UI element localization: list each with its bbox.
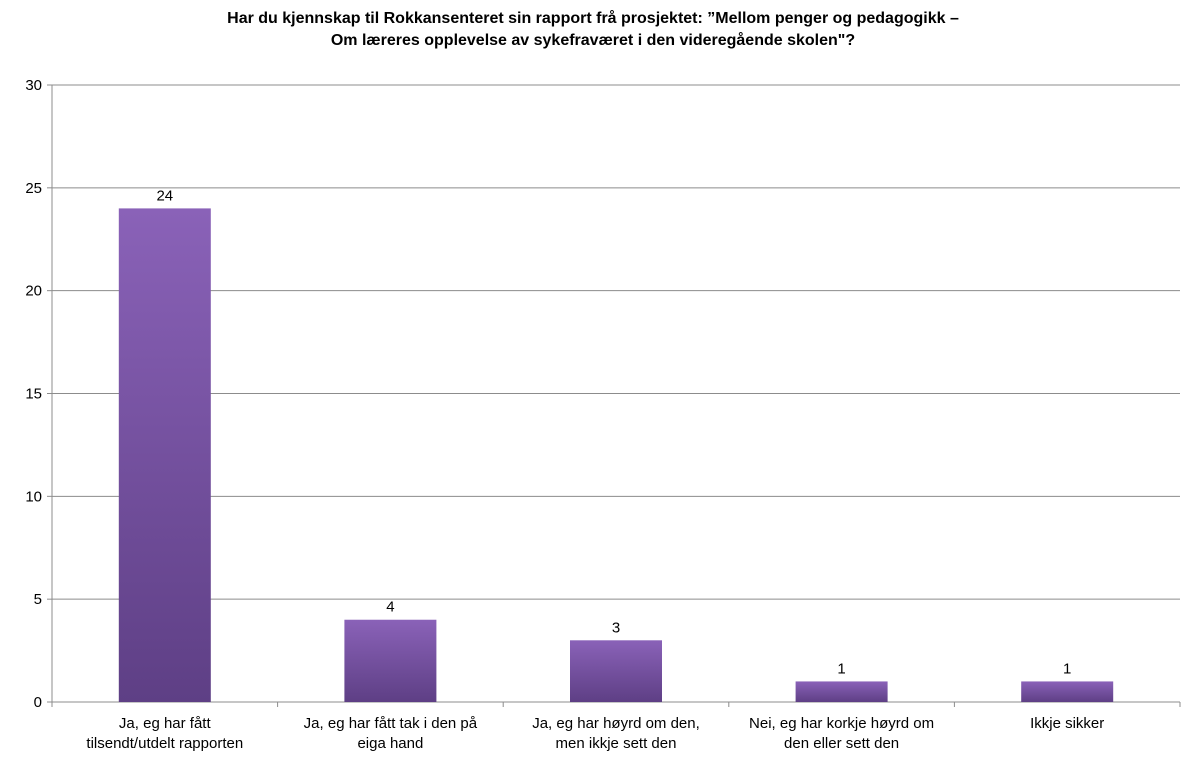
- chart-title: Har du kjennskap til Rokkansenteret sin …: [0, 8, 1186, 52]
- data-label: 4: [386, 599, 394, 616]
- y-tick-label: 25: [25, 180, 42, 197]
- category-label: Ja, eg har fått tak i den på: [304, 715, 478, 732]
- gridlines: [52, 84, 1180, 600]
- category-label: Ja, eg har fått: [119, 715, 212, 732]
- bar: [795, 681, 888, 702]
- y-tick-label: 20: [25, 283, 42, 300]
- chart-title-line-1: Har du kjennskap til Rokkansenteret sin …: [227, 10, 959, 27]
- bars: [118, 208, 1114, 702]
- data-label: 3: [612, 619, 620, 636]
- y-tick-label: 0: [34, 694, 42, 711]
- bar: [344, 619, 437, 702]
- axes: [47, 84, 1181, 707]
- category-label: eiga hand: [357, 735, 423, 752]
- category-label: Nei, eg har korkje høyrd om: [749, 715, 934, 732]
- bar: [1021, 681, 1114, 702]
- category-label: Ja, eg har høyrd om den,: [532, 715, 700, 732]
- data-label: 1: [1063, 660, 1071, 677]
- chart-title-line-2: Om læreres opplevelse av sykefraværet i …: [330, 32, 856, 49]
- bar: [570, 640, 662, 702]
- y-tick-label: 5: [34, 591, 42, 608]
- data-label: 24: [156, 187, 173, 204]
- y-tick-label: 10: [25, 488, 42, 505]
- bar: [118, 208, 211, 702]
- y-tick-label: 15: [25, 386, 42, 403]
- data-label: 1: [837, 660, 845, 677]
- y-tick-label: 30: [25, 77, 42, 94]
- labels: 0 5 10 15 20 25 30 24 Ja, eg har fått tilsendt/ut…: [25, 77, 1104, 752]
- category-label: den eller sett den: [784, 735, 899, 752]
- category-label: men ikkje sett den: [556, 735, 677, 752]
- category-label: tilsendt/utdelt rapporten: [86, 735, 243, 752]
- category-label: Ikkje sikker: [1030, 715, 1104, 732]
